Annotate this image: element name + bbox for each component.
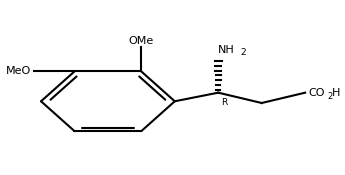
- Text: 2: 2: [327, 92, 332, 101]
- Text: 2: 2: [240, 47, 246, 57]
- Text: R: R: [221, 98, 228, 107]
- Text: NH: NH: [218, 45, 235, 55]
- Text: H: H: [332, 88, 340, 98]
- Text: MeO: MeO: [6, 66, 31, 76]
- Text: OMe: OMe: [129, 36, 154, 46]
- Text: CO: CO: [308, 88, 325, 98]
